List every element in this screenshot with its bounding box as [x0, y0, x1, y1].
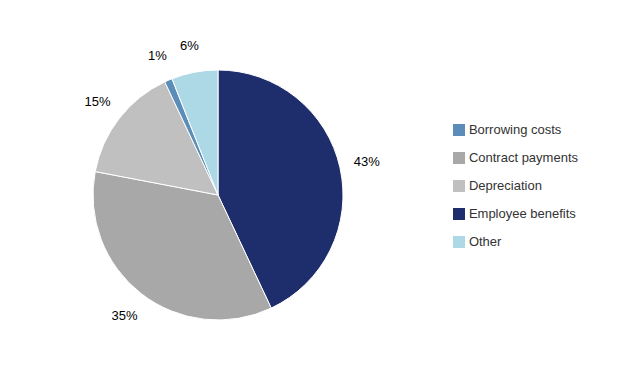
html-text:Depreciation: Depreciation	[468, 177, 542, 193]
svg-text:15%: 15%	[84, 94, 110, 109]
html-text:Contract payments: Contract payments	[468, 149, 578, 165]
html-text:Other: Other	[468, 233, 502, 249]
svg-text:35%: 35%	[112, 308, 138, 323]
html-text:Employee benefits: Employee benefits	[468, 205, 576, 221]
html-text:Borrowing costs: Borrowing costs	[468, 121, 562, 137]
svg-text:1%: 1%	[148, 48, 167, 63]
svg-text:43%: 43%	[354, 154, 380, 169]
svg-text:6%: 6%	[180, 38, 199, 53]
